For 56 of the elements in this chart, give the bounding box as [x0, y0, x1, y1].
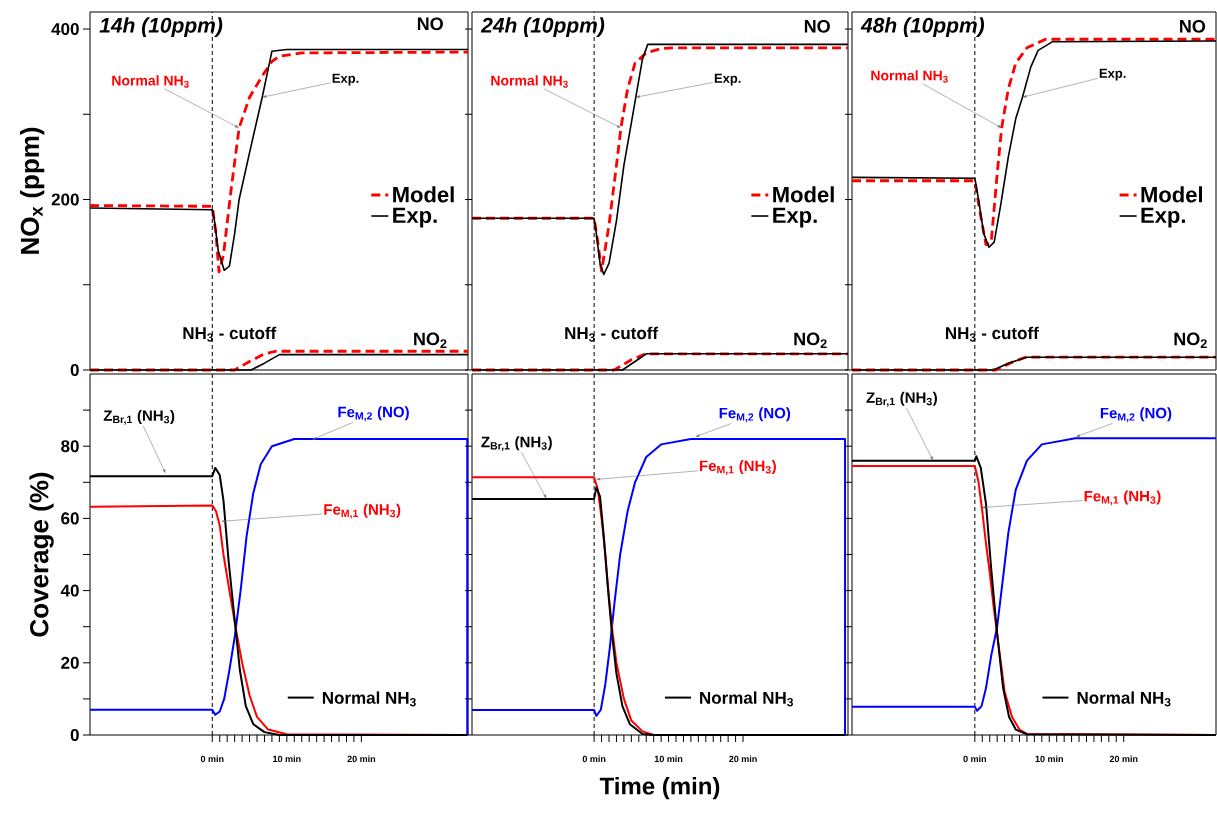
annotation: Exp.: [332, 73, 359, 86]
text: Fe$_{M,1}$ (NH$_{3}$): [324, 503, 401, 519]
legend-label: Exp.: [393, 207, 437, 228]
annotation: NO$_{2}$: [414, 332, 447, 348]
y-tick-label: 20: [61, 656, 79, 669]
text: Fe$_{M,1}$ (NH$_{3}$): [1084, 490, 1161, 506]
annotation: Normal NH$_{3}$: [871, 70, 948, 83]
legend-label: Z$_{Br,1}$ (NH$_{3}$): [481, 436, 552, 452]
legend-label: Exp.: [1141, 207, 1185, 228]
x-tick-label: 0 min: [963, 755, 987, 763]
y-tick-label: 0: [70, 728, 79, 742]
x-tick-label: 0 min: [582, 755, 606, 763]
y-tick-label: 40: [60, 584, 79, 597]
x-tick-label: 20 min: [729, 755, 757, 763]
annotation: Normal NH$_{3}$: [1077, 691, 1171, 707]
y-tick-label: 80: [61, 440, 79, 453]
x-tick-label: 10 min: [273, 755, 301, 763]
chart-title: 24h (10ppm): [480, 17, 605, 37]
legend-label: Model: [393, 186, 454, 203]
ref-line-label: NH$_{3}$ - cutoff: [183, 326, 277, 342]
annotation: NO: [417, 17, 443, 31]
chart-title: 14h (10ppm): [99, 17, 223, 37]
legend-label: Model: [773, 186, 834, 203]
annotation: Normal NH$_{3}$: [700, 691, 793, 707]
x-tick-label: 20 min: [1109, 755, 1138, 763]
annotation: Normal NH$_{3}$: [491, 75, 568, 88]
annotation: Exp.: [714, 73, 741, 86]
y-tick-label: 200: [51, 193, 79, 206]
annotation: NO: [1180, 19, 1206, 33]
x-tick-label: 20 min: [347, 755, 376, 763]
y-tick-label: 0: [70, 363, 79, 377]
annotation: Normal NH$_{3}$: [112, 75, 189, 88]
legend-label: Exp.: [773, 207, 817, 228]
x-tick-label: 10 min: [1035, 755, 1063, 763]
annotation: NO$_{2}$: [1174, 332, 1207, 348]
series-label: Fe$_{M,2}$ (NO): [338, 406, 409, 422]
y-axis-title: Coverage (%): [29, 472, 54, 637]
series-label: Fe$_{M,2}$ (NO): [1100, 407, 1172, 423]
x-tick-label: 10 min: [654, 755, 683, 763]
legend-label: Z$_{Br,1}$ (NH$_{3}$): [103, 409, 175, 425]
ref-line-label: NH$_{3}$ - cutoff: [945, 326, 1039, 342]
legend-label: Model: [1141, 186, 1202, 203]
y-tick-label: 60: [61, 512, 79, 525]
annotation: Exp.: [1099, 68, 1126, 81]
text: Fe$_{M,1}$ (NH$_{3}$): [700, 460, 776, 475]
x-tick-label: 0 min: [200, 755, 224, 763]
x-axis-title: Time (min): [599, 776, 720, 800]
text: Z$_{Br,1}$ (NH$_{3}$): [866, 391, 937, 407]
y-tick-label: 400: [51, 23, 79, 36]
ref-line-label: NH$_{3}$ - cutoff: [565, 326, 659, 342]
annotation: NO: [804, 19, 830, 33]
y-axis-title: NO$_{x}$ (ppm): [20, 127, 45, 254]
annotation: Normal NH$_{3}$: [322, 691, 416, 707]
annotation: NO$_{2}$: [794, 332, 827, 348]
chart-title: 48h (10ppm): [860, 17, 985, 37]
series-label: Fe$_{M,2}$ (NO): [719, 407, 791, 423]
